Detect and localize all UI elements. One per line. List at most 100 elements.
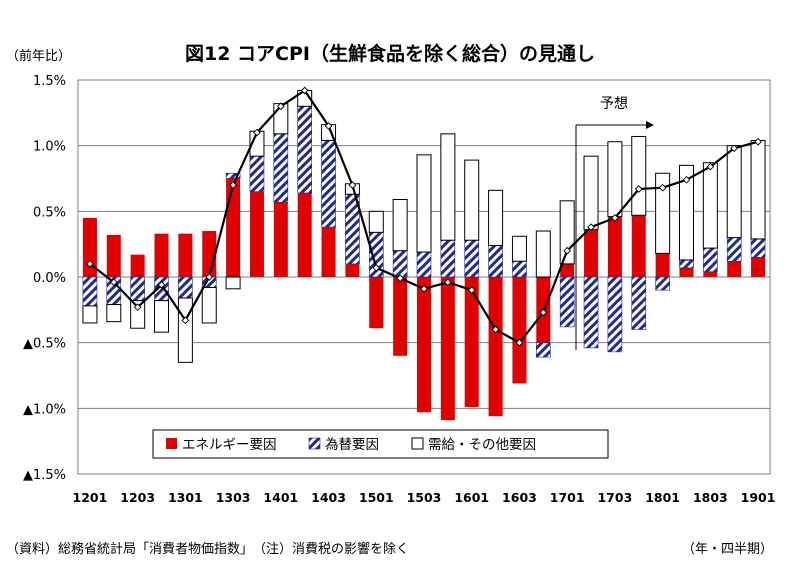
bar-segment-fx <box>130 276 145 301</box>
line-point <box>754 137 762 146</box>
line-point <box>706 162 715 171</box>
line-point <box>157 281 166 289</box>
line-point <box>372 263 381 272</box>
bar-segment-other <box>225 276 241 290</box>
bar-segment-energy <box>751 257 766 277</box>
bar-segment-energy <box>178 233 193 277</box>
bar-segment-fx <box>488 245 503 278</box>
y-tick-label: ▲1.5% <box>23 468 66 483</box>
x-tick-label: 1403 <box>311 490 346 505</box>
bar-segment-other <box>488 189 504 246</box>
bar-segment-other <box>607 141 623 218</box>
bar-segment-fx <box>321 140 336 228</box>
bar-segment-fx <box>512 260 527 278</box>
bar-segment-fx <box>726 237 742 262</box>
x-tick-labels: 1201 1203 1301 1303 1401 1403 1501 1503 1601 1603… <box>73 490 776 505</box>
bar-segment-other <box>82 305 98 324</box>
bar-segment-energy <box>631 215 646 277</box>
x-tick-label: 1703 <box>597 490 632 505</box>
bar-segment-energy <box>154 233 169 277</box>
bar-segment-fx <box>679 259 694 269</box>
bar-segment-energy <box>584 229 599 277</box>
line-point <box>133 303 142 312</box>
bar-segment-energy <box>345 263 360 277</box>
bar-segment-other <box>368 210 384 233</box>
line-point <box>658 183 667 192</box>
y-tick-label: 1.5% <box>33 74 66 89</box>
x-tick-label: 1701 <box>550 490 585 505</box>
line-point <box>253 128 261 137</box>
line-point <box>563 246 572 255</box>
bar-segment-energy <box>679 267 694 277</box>
line-point <box>276 102 285 111</box>
y-tick-label: 1.0% <box>33 140 66 155</box>
bar-segment-other <box>750 139 766 240</box>
x-tick-label: 1301 <box>168 490 203 505</box>
bar-segment-fx <box>559 276 575 328</box>
line-point <box>86 260 94 268</box>
line-point <box>444 278 452 287</box>
legend-label-other: 需給・その他要因 <box>428 437 536 453</box>
bar-segment-other <box>154 300 170 333</box>
bar-segment-energy <box>655 253 670 277</box>
bar-segment-energy <box>321 227 336 277</box>
bar-segment-other <box>392 199 408 252</box>
bar-segment-other <box>511 235 527 262</box>
x-tick-label: 1303 <box>216 490 251 505</box>
bar-segment-fx <box>392 250 408 278</box>
gridlines <box>77 79 771 475</box>
x-tick-label: 1503 <box>407 490 442 505</box>
bar-segment-energy <box>417 277 431 413</box>
bar-segment-fx <box>273 133 289 203</box>
bar-segment-energy <box>273 202 288 277</box>
bar-segment-fx <box>416 251 432 278</box>
stacked-bars <box>82 90 766 421</box>
bar-segment-energy <box>106 234 121 277</box>
x-axis-unit: （年・四半期） <box>682 542 773 557</box>
bar-segment-other <box>177 297 193 363</box>
bar-segment-other <box>655 172 671 254</box>
line-point <box>634 185 643 193</box>
y-tick-label: ▲0.5% <box>23 337 66 352</box>
bar-segment-energy <box>393 277 408 356</box>
bar-segment-energy <box>249 191 264 277</box>
bar-segment-fx <box>464 239 480 278</box>
line-point <box>611 214 619 222</box>
bar-segment-other <box>440 133 456 241</box>
bar-segment-energy <box>297 192 312 277</box>
bar-segment-fx <box>225 172 241 179</box>
legend-swatch-fx <box>308 437 321 450</box>
y-tick-label: 0.5% <box>33 205 66 220</box>
line-point <box>324 122 333 130</box>
legend: エネルギー要因 為替要因 需給・その他要因 <box>152 429 609 459</box>
bar-segment-energy <box>82 217 97 277</box>
line-point <box>396 274 404 283</box>
bar-segment-fx <box>631 276 647 330</box>
line-point <box>229 181 237 189</box>
bar-segment-other <box>201 287 217 324</box>
bar-segment-other <box>535 230 551 278</box>
legend-box <box>152 429 609 459</box>
x-tick-label: 1203 <box>120 490 155 505</box>
bar-segment-fx <box>297 105 312 194</box>
bar-segment-energy <box>560 263 575 277</box>
line-point <box>587 223 595 231</box>
x-tick-label: 1801 <box>645 490 680 505</box>
line-point <box>181 316 190 325</box>
bar-segment-other <box>583 155 599 231</box>
source-note: （資料）総務省統計局「消費者物価指数」 （注）消費税の影響を除く <box>6 541 409 557</box>
x-tick-label: 1803 <box>693 490 728 505</box>
bar-segment-energy <box>130 254 145 277</box>
line-point <box>109 278 118 287</box>
bar-segment-fx <box>536 342 551 358</box>
bar-segment-other <box>464 159 480 241</box>
line-point <box>515 338 524 347</box>
forecast-annotation: 予想 <box>575 96 654 350</box>
x-tick-label: 1201 <box>73 490 108 505</box>
bar-segment-energy <box>488 277 503 417</box>
line-point <box>539 308 548 317</box>
x-tick-label: 1401 <box>263 490 298 505</box>
bar-segment-energy <box>512 277 527 384</box>
core-cpi-line <box>86 86 762 347</box>
bar-segment-other <box>416 154 432 253</box>
